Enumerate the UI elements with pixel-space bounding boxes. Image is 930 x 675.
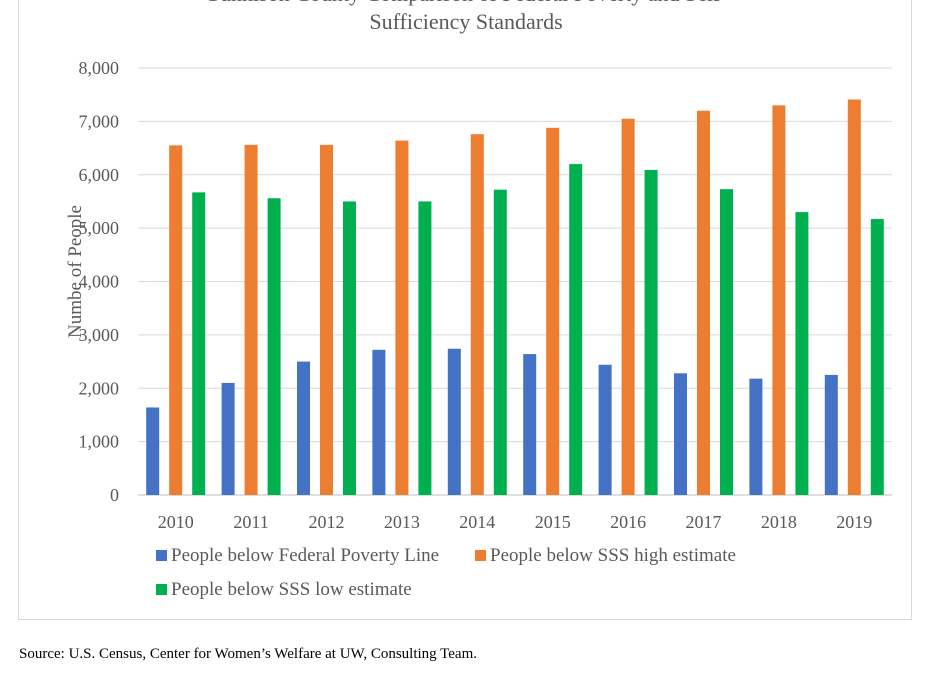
x-tick-label: 2019	[836, 512, 872, 532]
bar-1-2018	[749, 378, 763, 495]
legend-swatch	[475, 550, 486, 561]
x-tick-label: 2016	[610, 512, 646, 532]
bar-3-2010	[192, 192, 206, 495]
bar-2-2019	[847, 99, 861, 496]
x-tick-label: 2011	[233, 512, 268, 532]
x-tick-label: 2013	[384, 512, 420, 532]
bar-3-2017	[720, 189, 733, 495]
bar-2-2012	[320, 144, 333, 496]
bar-1-2014	[447, 348, 461, 495]
legend-label: People below SSS high estimate	[490, 545, 736, 566]
y-tick-label: 2,000	[79, 378, 120, 398]
chart-title-line: Gunnison County Comparison of Federal Po…	[204, 0, 728, 6]
bar-1-2019	[824, 374, 838, 495]
chart-title: Gunnison County Comparison of Federal Po…	[204, 0, 728, 34]
bar-2-2014	[470, 134, 484, 495]
y-tick-labels: 0 1,000 2,000 3,000 4,000 5,000 6,000 7,000 8,00…	[79, 58, 120, 505]
x-tick-label: 2018	[761, 512, 797, 532]
y-tick-label: 6,000	[79, 165, 120, 185]
y-axis-label: Numbe of People	[65, 205, 86, 338]
y-tick-label: 0	[110, 485, 119, 505]
bar-1-2016	[598, 364, 612, 495]
legend-label: People below Federal Poverty Line	[171, 545, 439, 566]
bar-2-2018	[772, 105, 786, 496]
bar-2-2011	[244, 144, 258, 496]
y-tick-label: 3,000	[79, 325, 120, 345]
legend-swatch	[156, 584, 167, 595]
y-tick-label: 5,000	[79, 218, 120, 238]
bar-3-2013	[418, 201, 432, 495]
bar-2-2013	[395, 140, 409, 495]
x-tick-label: 2014	[459, 512, 495, 532]
chart-svg: Gunnison County Comparison of Federal Po…	[65, 0, 892, 600]
bar-1-2011	[221, 382, 235, 495]
legend-swatch	[156, 550, 167, 561]
bar-2-2017	[697, 110, 710, 495]
chart-frame: Gunnison County Comparison of Federal Po…	[18, 0, 912, 620]
x-tick-label: 2012	[309, 512, 345, 532]
chart-title-line: Sufficiency Standards	[369, 9, 562, 34]
x-tick-label: 2017	[686, 512, 722, 532]
y-axis-label-text: Numbe of People	[65, 205, 86, 338]
legend: People below Federal Poverty Line People …	[156, 545, 736, 600]
bar-3-2019	[870, 219, 884, 495]
x-tick-label: 2010	[158, 512, 194, 532]
y-tick-label: 4,000	[79, 272, 120, 292]
bar-1-2010	[146, 407, 160, 495]
bar-3-2015	[569, 164, 583, 495]
bar-1-2015	[523, 354, 537, 495]
bar-3-2014	[493, 189, 507, 495]
bar-2-2016	[621, 118, 635, 496]
bar-2-2015	[546, 127, 560, 495]
bar-3-2012	[343, 201, 356, 495]
gridlines	[138, 67, 892, 496]
y-tick-label: 8,000	[79, 58, 120, 78]
bars	[146, 99, 884, 496]
bar-3-2011	[267, 198, 281, 496]
x-tick-label: 2015	[535, 512, 571, 532]
y-tick-label: 1,000	[79, 432, 120, 452]
bar-3-2016	[644, 169, 658, 496]
bar-1-2017	[674, 373, 687, 495]
bar-2-2010	[169, 145, 183, 496]
bar-1-2012	[297, 361, 310, 495]
legend-label: People below SSS low estimate	[171, 579, 412, 600]
bar-3-2018	[795, 212, 809, 496]
bar-1-2013	[372, 349, 386, 495]
x-tick-labels: 2010 2011 2012 2013 2014 2015 2016 2017 2018 2019	[158, 512, 873, 532]
source-note: Source: U.S. Census, Center for Women’s …	[19, 646, 477, 662]
y-tick-label: 7,000	[79, 111, 120, 131]
